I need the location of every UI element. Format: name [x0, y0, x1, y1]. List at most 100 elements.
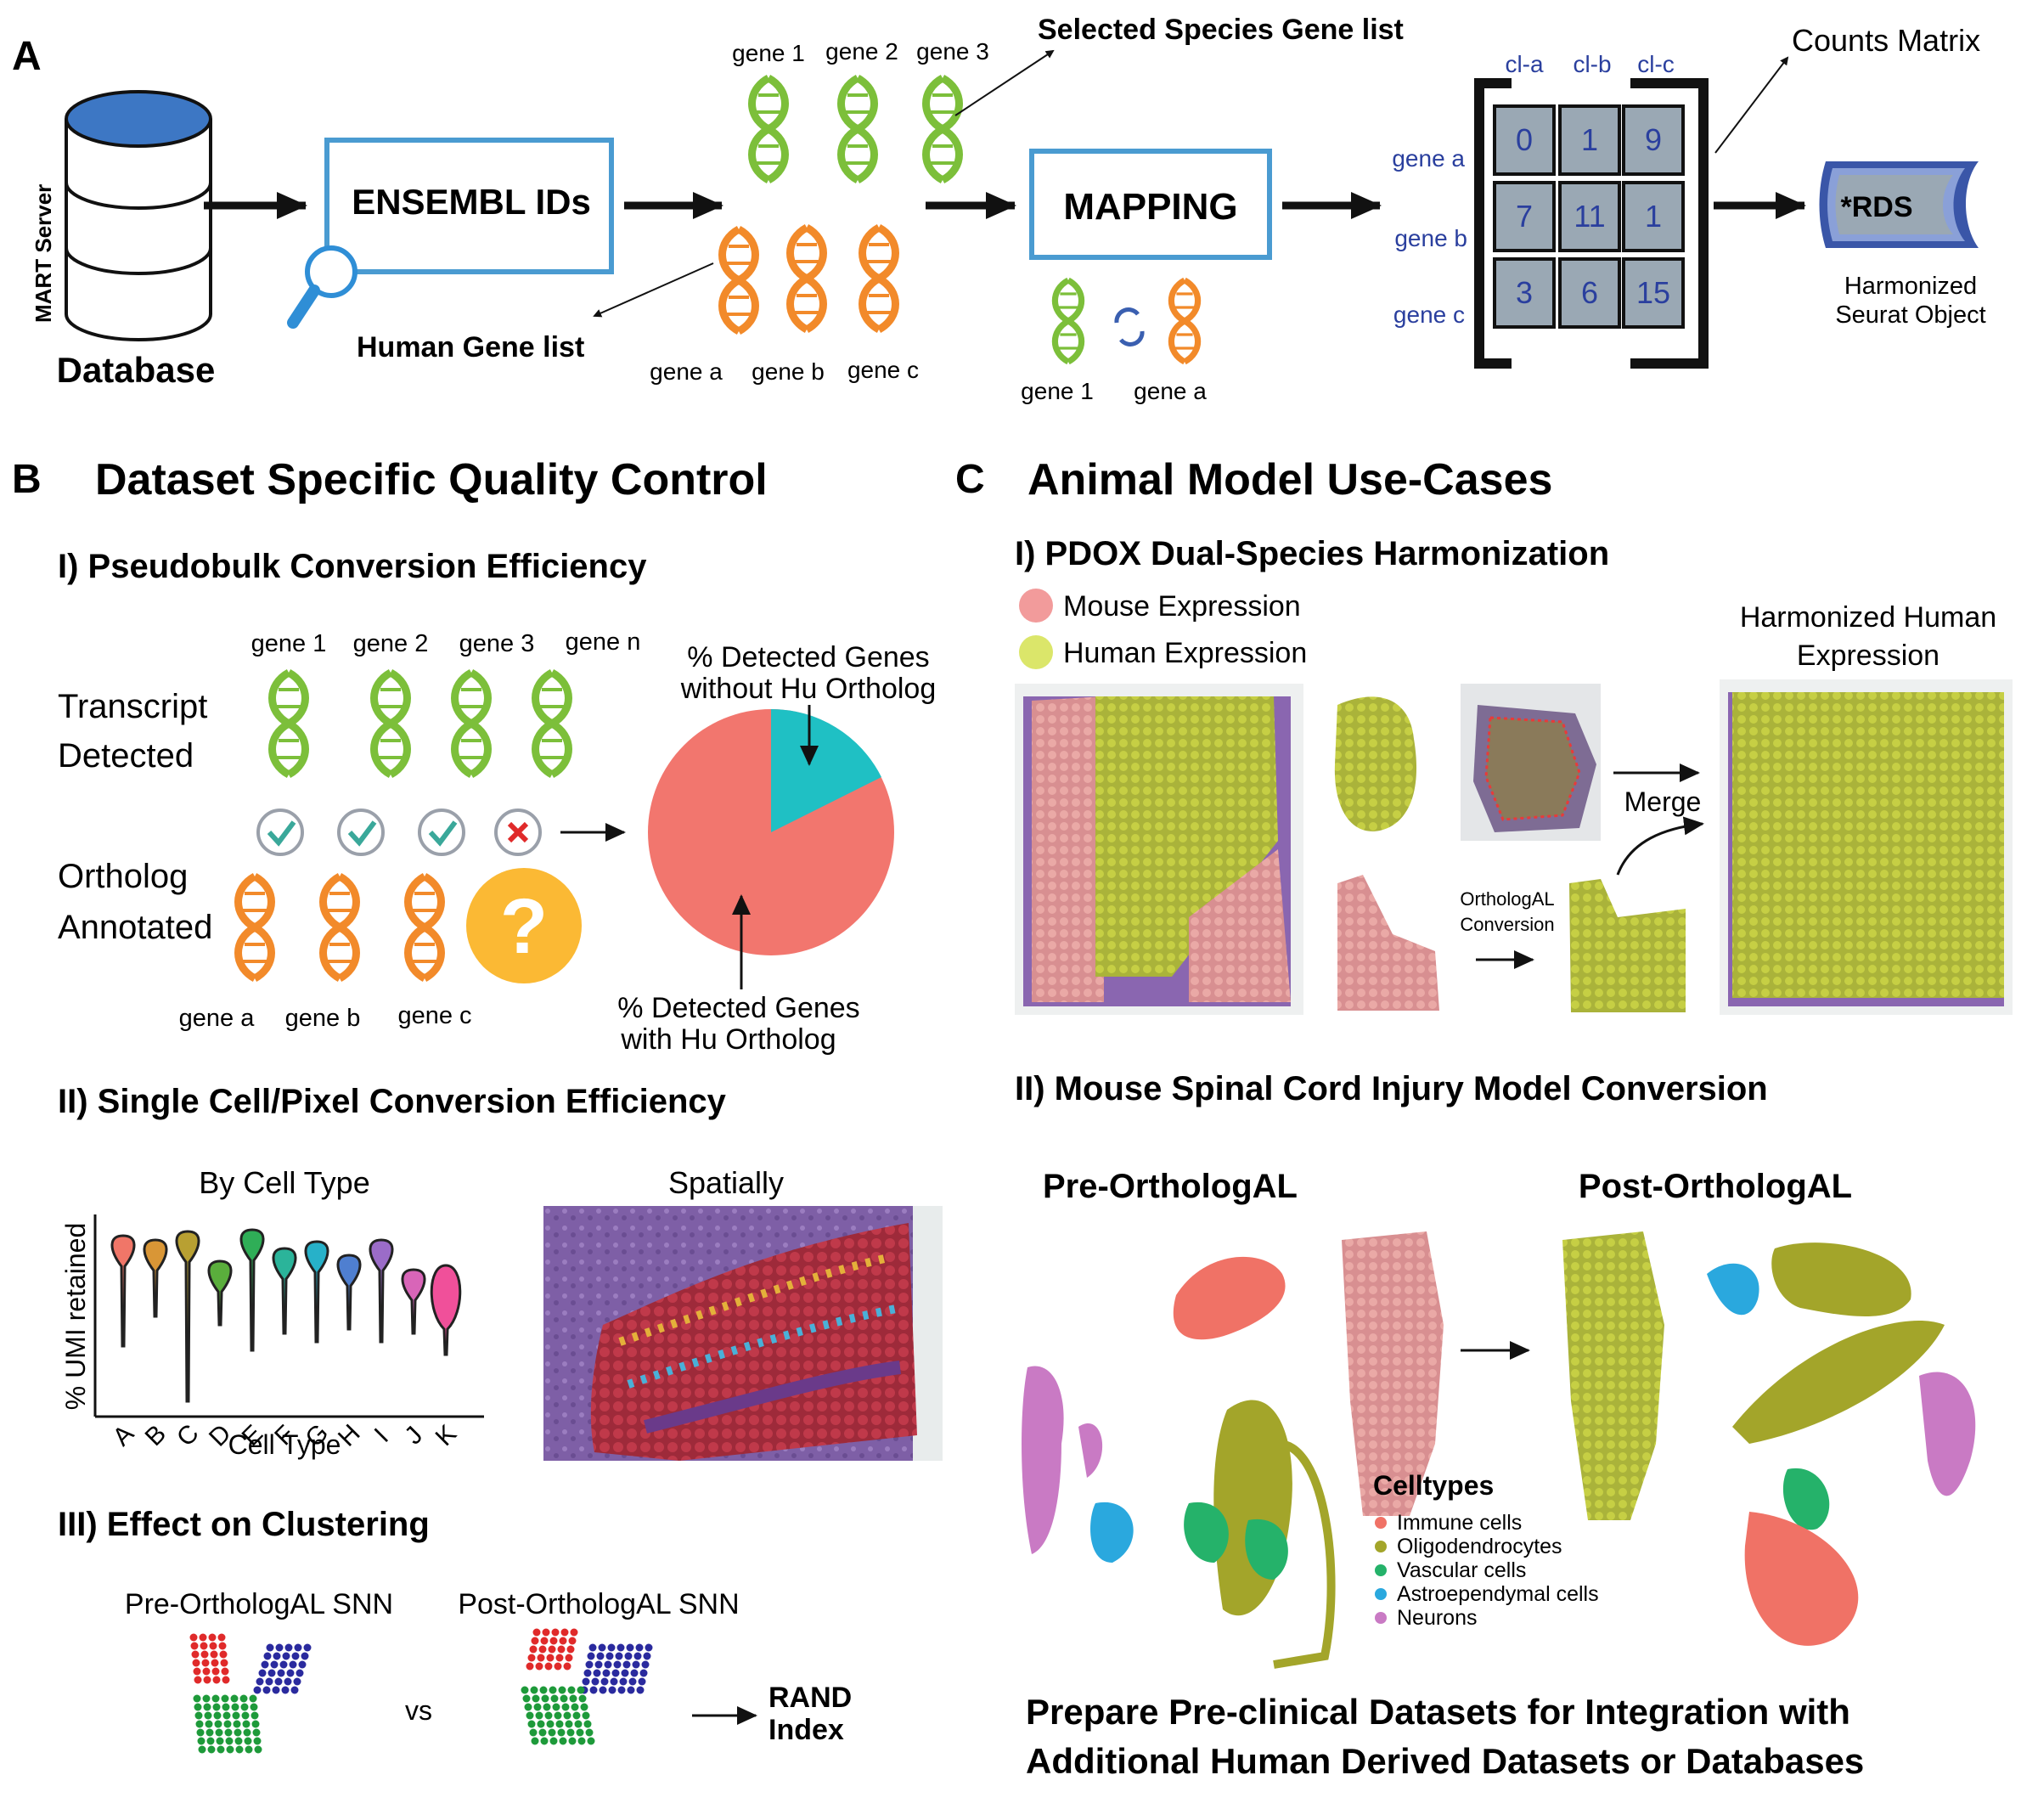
snn-point: [256, 1677, 264, 1686]
snn-point: [286, 1669, 295, 1677]
legend-item: Vascular cells: [1375, 1558, 1526, 1582]
vs-label: vs: [405, 1695, 432, 1726]
rand-label-1: RAND: [768, 1682, 852, 1714]
snn-point: [532, 1628, 541, 1637]
snn-point: [565, 1654, 573, 1662]
mouse-spots-image: [1337, 875, 1439, 1011]
arrow-selected-list: [954, 49, 1055, 116]
matrix-value: 0: [1516, 122, 1533, 157]
dna-green-icon: [842, 78, 875, 180]
snn-point: [200, 1642, 208, 1650]
snn-point: [582, 1677, 590, 1686]
snn-point: [585, 1660, 594, 1669]
snn-point: [217, 1633, 226, 1642]
mapping-label: MAPPING: [1063, 186, 1237, 228]
snn-point: [569, 1694, 577, 1703]
snn-point: [530, 1686, 538, 1694]
ortholog-label-2: Annotated: [58, 909, 212, 946]
snn-point: [588, 1643, 597, 1652]
snn-point: [284, 1643, 293, 1652]
snn-point: [222, 1703, 230, 1711]
snn-point: [532, 1694, 540, 1703]
snn-point: [526, 1711, 534, 1720]
dna-green-icon: [1055, 280, 1081, 362]
snn-point: [209, 1642, 217, 1650]
snn-point: [552, 1703, 560, 1711]
legend-swatch: [1375, 1517, 1387, 1529]
matrix-cell: [1493, 104, 1556, 176]
snn-point: [598, 1643, 606, 1652]
snn-point: [566, 1728, 575, 1737]
violin-mark: [143, 1238, 168, 1318]
species-gene-1: gene 1: [732, 40, 805, 66]
snn-point: [202, 1694, 211, 1703]
snn-point: [577, 1686, 585, 1694]
snn-point: [198, 1745, 206, 1754]
legend-item: Oligodendrocytes: [1375, 1535, 1562, 1558]
rds-label: *RDS: [1840, 191, 1912, 223]
snn-point: [210, 1650, 218, 1659]
legend-swatch: [1375, 1564, 1387, 1576]
snn-point: [251, 1711, 259, 1720]
snn-point: [531, 1637, 539, 1645]
snn-point: [266, 1643, 274, 1652]
pie-chart: [648, 708, 894, 955]
snn-point: [557, 1728, 566, 1737]
map-gene-a: gene a: [1134, 378, 1207, 404]
snn-point: [633, 1652, 642, 1660]
snn-point: [546, 1654, 555, 1662]
snn-point: [263, 1652, 272, 1660]
snn-point: [563, 1711, 571, 1720]
mart-server-label: MART Server: [31, 184, 56, 323]
pie-bottom-label-1: % Detected Genes: [617, 992, 859, 1024]
snn-point: [202, 1667, 211, 1676]
snn-point: [558, 1686, 566, 1694]
snn-point: [526, 1662, 534, 1671]
legend-item: Immune cells: [1375, 1511, 1522, 1535]
snn-point: [537, 1720, 545, 1728]
matrix-value: 3: [1516, 275, 1533, 310]
snn-point: [221, 1694, 229, 1703]
dna-orange-icon: [324, 876, 357, 978]
violin-tick-label: B: [140, 1420, 172, 1451]
matrix-value: 7: [1516, 199, 1533, 234]
pdox-tissue-image: [1461, 684, 1601, 841]
dna-green-icon: [374, 673, 408, 775]
snn-point: [265, 1677, 273, 1686]
snn-point: [560, 1694, 568, 1703]
panel-c-section-1: I) PDOX Dual-Species Harmonization: [1015, 535, 1609, 572]
transcript-label-2: Detected: [58, 737, 194, 775]
snn-point: [538, 1645, 547, 1654]
pie-top-label-2: without Hu Ortholog: [680, 673, 937, 705]
snn-point: [197, 1737, 205, 1745]
question-mark: ?: [500, 883, 548, 970]
snn-point: [194, 1711, 203, 1720]
snn-point: [546, 1720, 555, 1728]
dna-green-icon: [536, 673, 569, 775]
snn-point: [201, 1659, 210, 1667]
panel-b: B Dataset Specific Quality Control I) Ps…: [12, 455, 943, 1754]
snn-point: [214, 1720, 222, 1728]
snn-point: [289, 1660, 297, 1669]
dna-orange-icon: [1171, 280, 1197, 362]
human-spots-image: [1334, 696, 1417, 831]
human-gene-a: gene a: [650, 358, 723, 385]
snn-point: [577, 1737, 586, 1745]
top-gene-2: gene 2: [353, 630, 429, 657]
matrix-value: 1: [1581, 122, 1598, 157]
snn-point: [216, 1737, 224, 1745]
arrow-human-list: [593, 262, 714, 318]
violin-tick-label: A: [108, 1420, 139, 1451]
snn-point: [578, 1694, 587, 1703]
snn-point: [643, 1652, 651, 1660]
snn-point: [262, 1686, 271, 1694]
snn-point: [522, 1694, 531, 1703]
snn-point: [557, 1645, 566, 1654]
snn-point: [602, 1669, 611, 1677]
snn-point: [203, 1676, 211, 1684]
violin-plot: A B C D E F GH I J K: [108, 1228, 462, 1452]
snn-point: [254, 1745, 262, 1754]
snn-point: [222, 1711, 231, 1720]
swap-icon: [1114, 307, 1145, 347]
snn-point: [212, 1676, 221, 1684]
